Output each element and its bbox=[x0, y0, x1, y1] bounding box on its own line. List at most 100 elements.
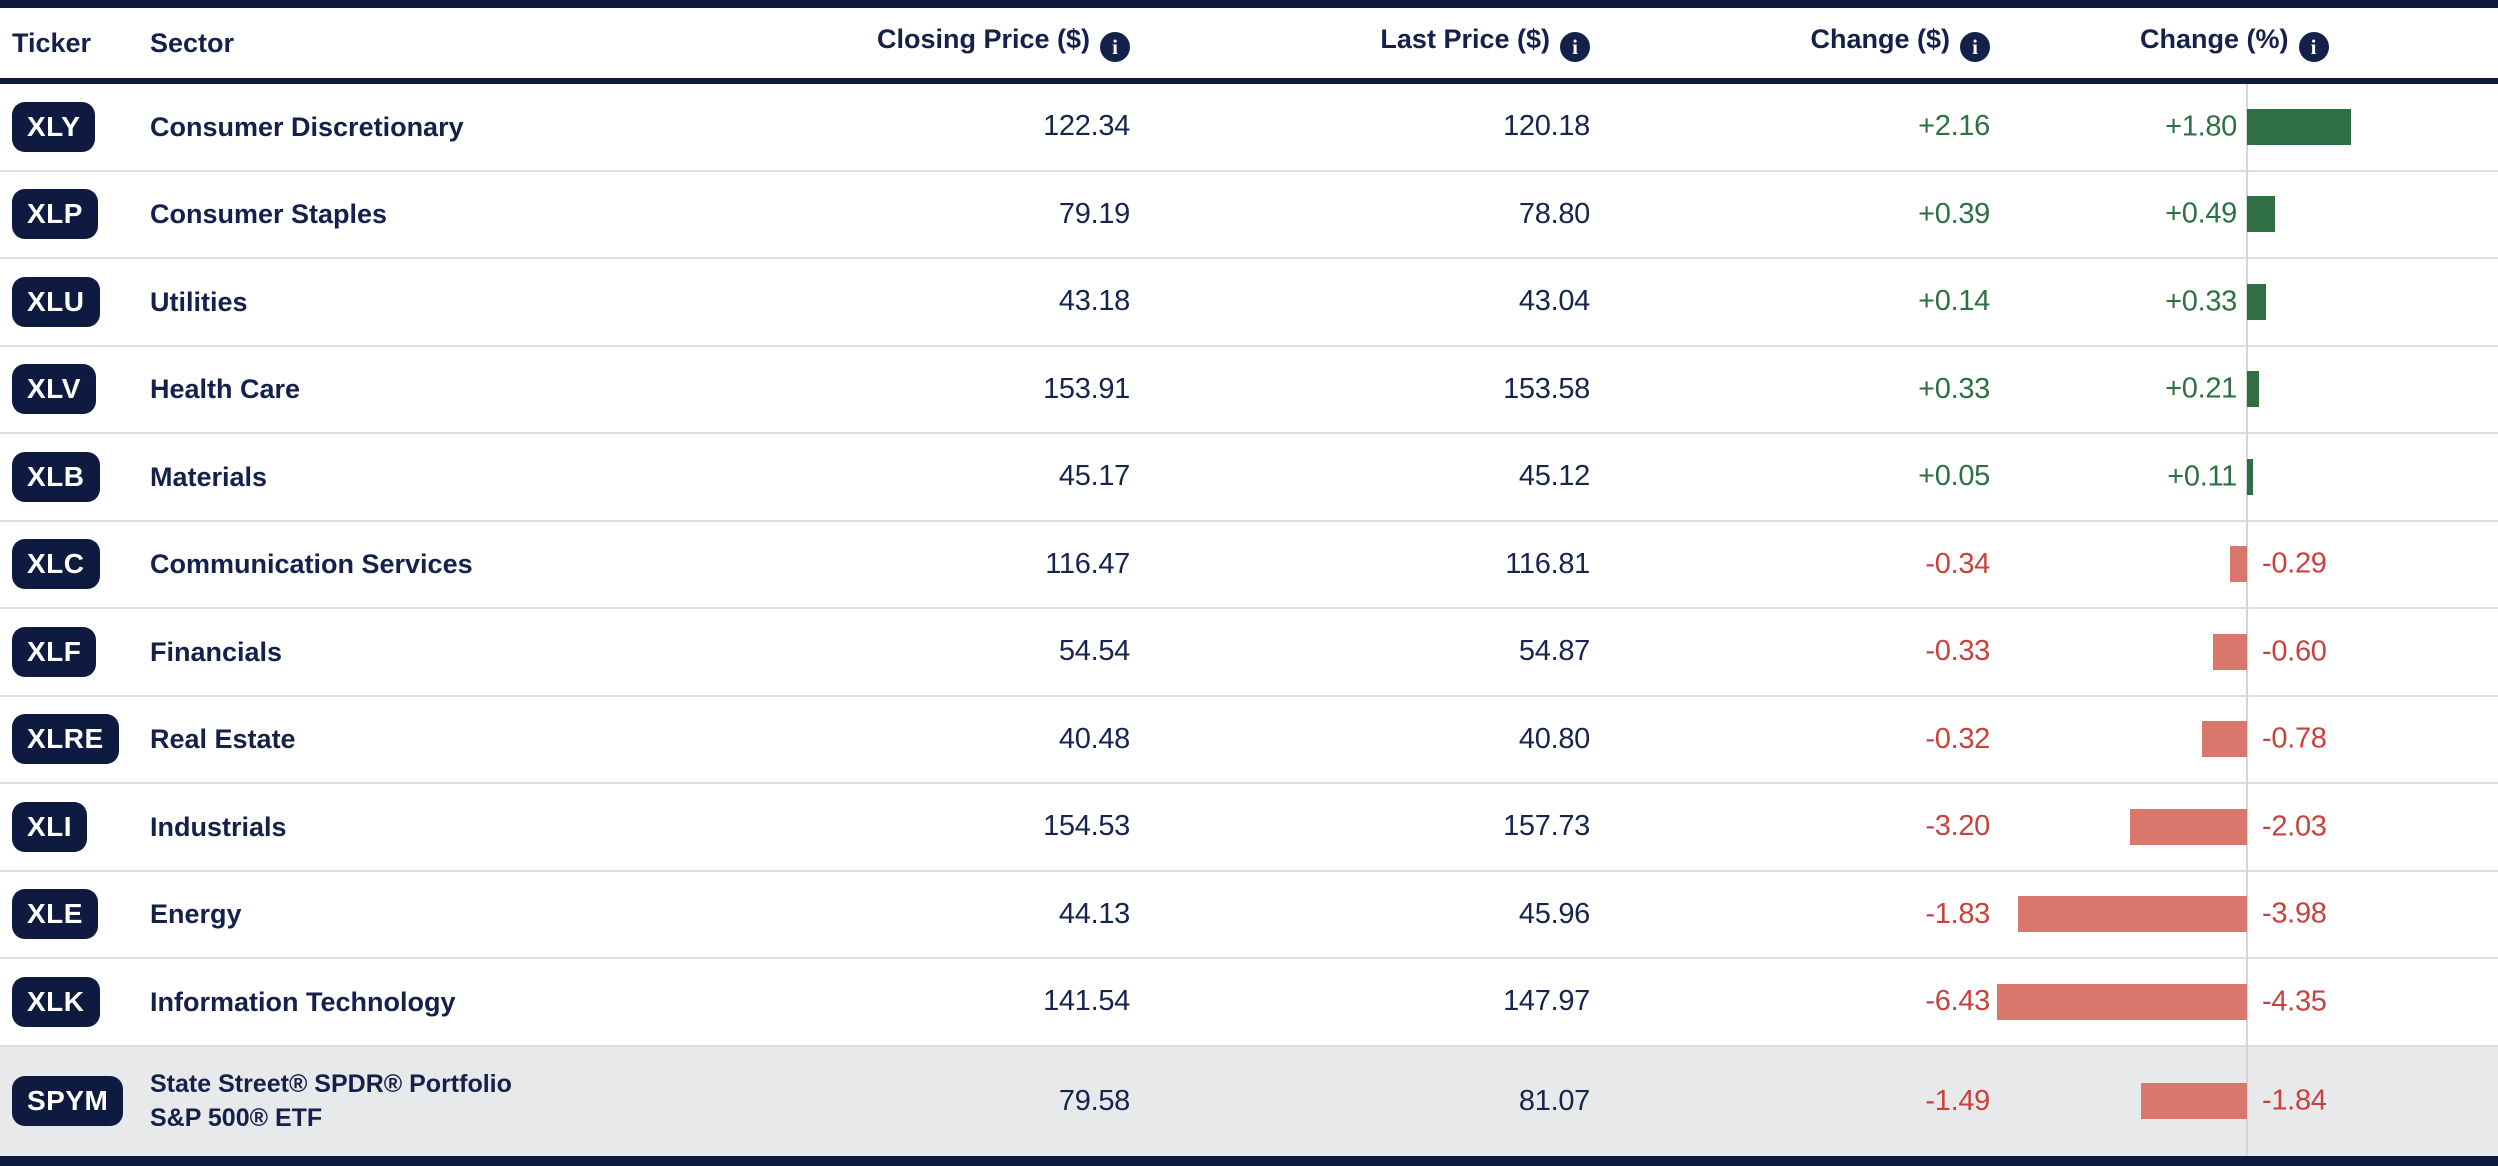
change-percent-value: -2.03 bbox=[2262, 810, 2327, 843]
column-header-change-dollar: Change ($) i bbox=[1590, 24, 1990, 63]
ticker-badge[interactable]: XLP bbox=[12, 189, 98, 240]
last-price-value: 157.73 bbox=[1503, 810, 1590, 843]
last-price-value: 43.04 bbox=[1518, 285, 1590, 318]
change-percent-cell: -3.98 bbox=[1990, 872, 2498, 958]
sector-name: Financials bbox=[150, 636, 283, 667]
sector-cell: State Street® SPDR® Portfolio S&P 500® ET… bbox=[150, 1067, 850, 1135]
change-percent-cell: -0.78 bbox=[1990, 697, 2498, 783]
ticker-cell: XLC bbox=[0, 539, 150, 590]
info-icon[interactable]: i bbox=[1100, 32, 1130, 63]
last-price-value: 116.81 bbox=[1505, 547, 1590, 580]
ticker-header-label: Ticker bbox=[12, 27, 92, 58]
ticker-badge[interactable]: XLV bbox=[12, 364, 96, 415]
change-percent-bar bbox=[2212, 633, 2247, 670]
change-percent-cell: +0.11 bbox=[1990, 434, 2498, 520]
info-icon[interactable]: i bbox=[2298, 32, 2329, 63]
change-percent-cell: -1.84 bbox=[1990, 1047, 2498, 1157]
change-dollar-value: +0.33 bbox=[1918, 372, 1990, 405]
sector-name: Communication Services bbox=[150, 549, 473, 580]
sector-name-line2: S&P 500® ETF bbox=[150, 1104, 323, 1133]
change-dollar-value: -0.33 bbox=[1925, 635, 1990, 668]
ticker-badge[interactable]: SPYM bbox=[12, 1076, 124, 1127]
change-dollar-value: -6.43 bbox=[1925, 985, 1990, 1018]
change-percent-cell: +0.21 bbox=[1990, 347, 2498, 433]
ticker-badge[interactable]: XLRE bbox=[12, 714, 119, 765]
closing-price-value: 154.53 bbox=[1043, 810, 1130, 843]
sector-cell: Financials bbox=[150, 635, 850, 669]
change-percent-bar bbox=[1996, 983, 2247, 1020]
ticker-badge[interactable]: XLC bbox=[12, 539, 100, 590]
change-percent-value: -1.84 bbox=[2262, 1084, 2327, 1117]
sector-cell: Energy bbox=[150, 897, 850, 931]
table-row: XLP Consumer Staples 79.19 78.80 +0.39 +… bbox=[0, 172, 2498, 259]
ticker-badge[interactable]: XLI bbox=[12, 801, 88, 852]
change-percent-value: -0.60 bbox=[2262, 635, 2327, 668]
ticker-badge[interactable]: XLE bbox=[12, 889, 98, 940]
table-row: XLB Materials 45.17 45.12 +0.05 +0.11 bbox=[0, 434, 2498, 522]
ticker-cell: XLY bbox=[0, 101, 150, 152]
ticker-cell: XLE bbox=[0, 889, 150, 940]
sector-name: State Street® SPDR® Portfolio S&P 500® ET… bbox=[150, 1067, 610, 1135]
sector-header-label: Sector bbox=[150, 27, 235, 58]
info-icon[interactable]: i bbox=[1960, 32, 1990, 63]
sector-name: Health Care bbox=[150, 374, 301, 405]
column-header-sector: Sector bbox=[150, 28, 850, 59]
table-row: XLE Energy 44.13 45.96 -1.83 -3.98 bbox=[0, 872, 2498, 959]
last-price-value: 45.96 bbox=[1518, 897, 1590, 930]
table-row: XLF Financials 54.54 54.87 -0.33 -0.60 bbox=[0, 609, 2498, 697]
sector-cell: Real Estate bbox=[150, 722, 850, 756]
change-percent-bar bbox=[2247, 108, 2351, 145]
change-dollar-value: -1.83 bbox=[1925, 897, 1990, 930]
change-percent-bar bbox=[2247, 196, 2276, 233]
ticker-badge[interactable]: XLB bbox=[12, 451, 100, 502]
ticker-badge[interactable]: XLY bbox=[12, 101, 96, 152]
last-price-value: 45.12 bbox=[1518, 460, 1590, 493]
closing-price-header-label: Closing Price ($) bbox=[876, 23, 1090, 54]
change-percent-cell: +0.33 bbox=[1990, 259, 2498, 345]
sector-cell: Materials bbox=[150, 460, 850, 494]
sector-name: Real Estate bbox=[150, 724, 296, 755]
table-row: XLV Health Care 153.91 153.58 +0.33 +0.2… bbox=[0, 347, 2498, 434]
change-percent-bar bbox=[2247, 458, 2254, 495]
last-price-value: 54.87 bbox=[1518, 635, 1590, 668]
change-percent-value: +0.21 bbox=[2165, 372, 2237, 405]
change-dollar-header-label: Change ($) bbox=[1810, 23, 1950, 54]
change-percent-cell: -0.60 bbox=[1990, 609, 2498, 695]
last-price-value: 40.80 bbox=[1518, 722, 1590, 755]
change-dollar-value: +0.05 bbox=[1918, 460, 1990, 493]
ticker-badge[interactable]: XLU bbox=[12, 276, 100, 327]
sector-cell: Communication Services bbox=[150, 547, 850, 581]
closing-price-value: 116.47 bbox=[1045, 547, 1130, 580]
last-price-value: 153.58 bbox=[1503, 372, 1590, 405]
change-percent-cell: -0.29 bbox=[1990, 522, 2498, 608]
table-row: XLU Utilities 43.18 43.04 +0.14 +0.33 bbox=[0, 259, 2498, 347]
ticker-badge[interactable]: XLK bbox=[12, 976, 100, 1027]
change-percent-cell: +1.80 bbox=[1990, 84, 2498, 170]
column-header-ticker: Ticker bbox=[0, 28, 150, 59]
ticker-cell: XLRE bbox=[0, 714, 150, 765]
closing-price-value: 122.34 bbox=[1043, 110, 1130, 143]
change-dollar-value: +0.39 bbox=[1918, 197, 1990, 230]
last-price-value: 120.18 bbox=[1503, 110, 1590, 143]
change-dollar-value: +0.14 bbox=[1918, 285, 1990, 318]
change-percent-bar bbox=[2202, 721, 2247, 758]
change-percent-value: +0.49 bbox=[2165, 197, 2237, 230]
closing-price-value: 79.58 bbox=[1058, 1084, 1130, 1117]
sector-cell: Industrials bbox=[150, 810, 850, 844]
change-percent-value: -0.29 bbox=[2262, 547, 2327, 580]
sector-cell: Utilities bbox=[150, 285, 850, 319]
table-body: XLY Consumer Discretionary 122.34 120.18… bbox=[0, 84, 2498, 1156]
last-price-value: 147.97 bbox=[1503, 985, 1590, 1018]
table-row: SPYM State Street® SPDR® Portfolio S&P 50… bbox=[0, 1046, 2498, 1157]
info-icon[interactable]: i bbox=[1560, 32, 1590, 63]
column-header-closing-price: Closing Price ($) i bbox=[850, 24, 1130, 63]
change-percent-bar bbox=[2230, 546, 2247, 583]
sector-name-line1: State Street® SPDR® Portfolio bbox=[150, 1070, 512, 1099]
table-row: XLK Information Technology 141.54 147.97… bbox=[0, 959, 2498, 1047]
closing-price-value: 45.17 bbox=[1058, 460, 1130, 493]
change-percent-value: -4.35 bbox=[2262, 985, 2327, 1018]
closing-price-value: 43.18 bbox=[1058, 285, 1130, 318]
ticker-badge[interactable]: XLF bbox=[12, 626, 97, 677]
ticker-cell: XLB bbox=[0, 451, 150, 502]
